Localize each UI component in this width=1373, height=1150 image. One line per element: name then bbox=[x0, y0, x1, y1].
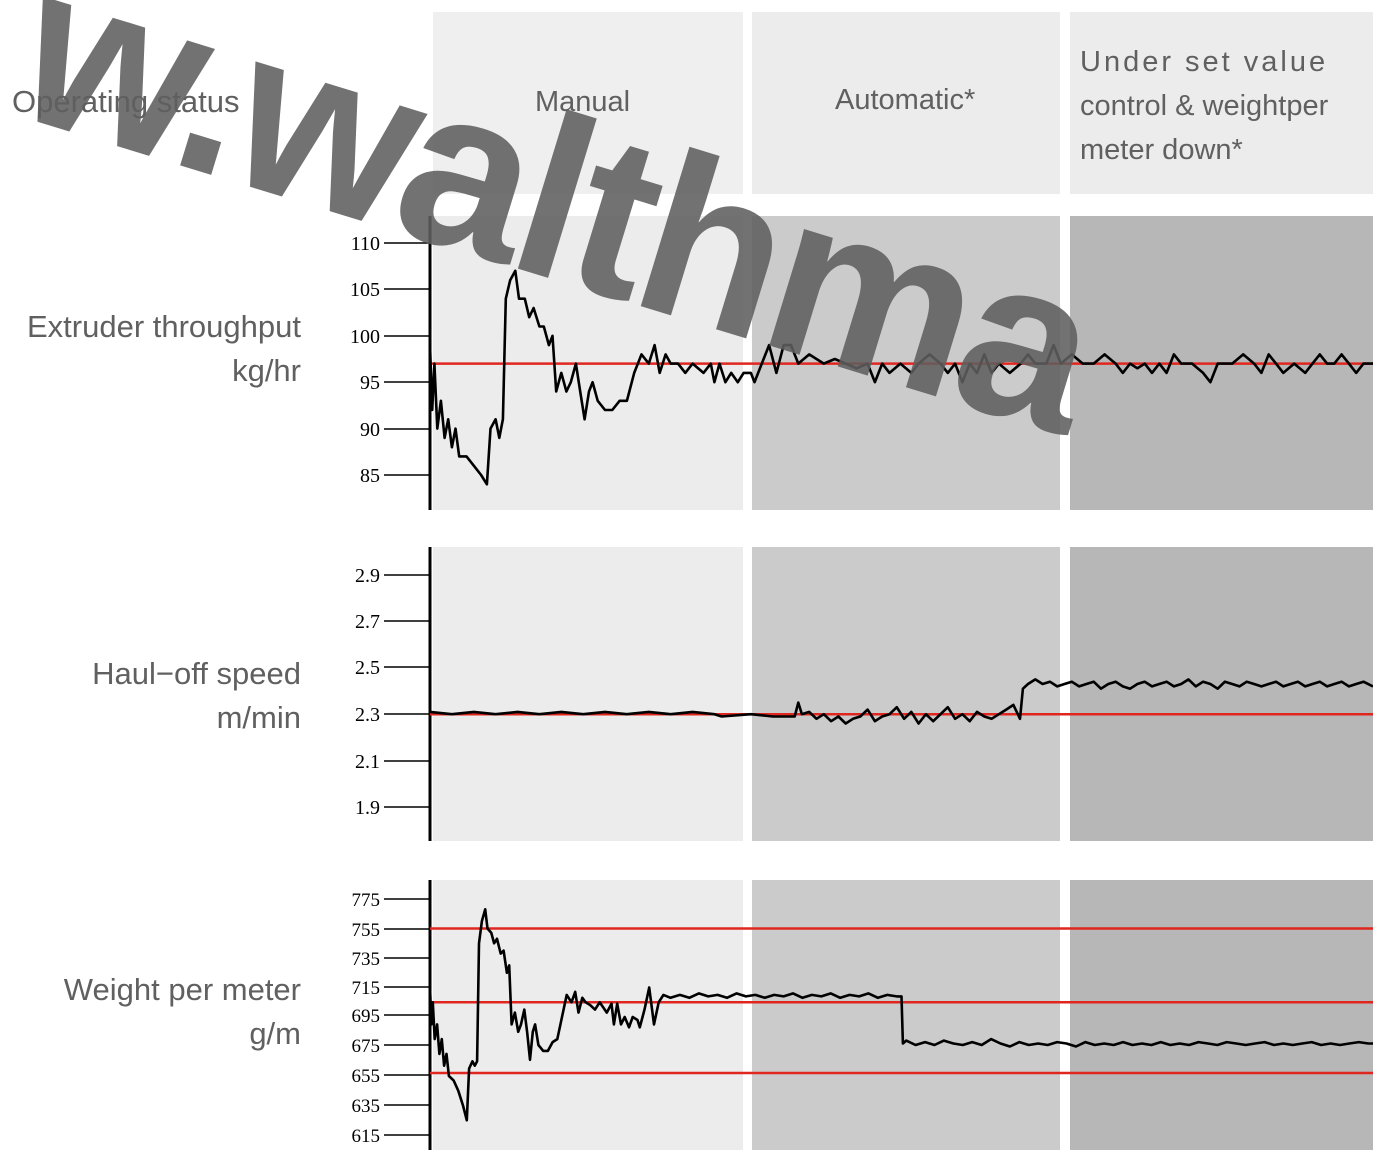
y-tick-label: 2.5 bbox=[355, 657, 380, 679]
phase-label-under-line-2: control & weightper bbox=[1080, 90, 1329, 122]
y-tick-label: 655 bbox=[352, 1066, 381, 1087]
y-tick-label: 105 bbox=[350, 279, 380, 301]
row-label-weight-per-meter: Weight per meter g/m bbox=[64, 968, 301, 1056]
y-tick-label: 635 bbox=[352, 1096, 381, 1117]
y-tick-label: 2.3 bbox=[355, 704, 380, 726]
phase-label-under-line-3: meter down* bbox=[1080, 134, 1243, 166]
y-tick-label: 110 bbox=[351, 233, 380, 255]
data-series-line bbox=[429, 678, 1373, 725]
row-label-haul-off-unit: m/min bbox=[216, 700, 301, 735]
chart-panel-weight: 775 755 735 715 695 675 655 635 615 bbox=[352, 880, 1373, 1150]
row-label-haul-off-speed: Haul−off speed m/min bbox=[92, 652, 301, 740]
header-bg-automatic bbox=[752, 12, 1060, 194]
y-tick-label: 95 bbox=[360, 372, 380, 394]
row-label-extruder-throughput: Extruder throughput kg/hr bbox=[27, 305, 301, 393]
phase-bg-under-set-value bbox=[1070, 880, 1373, 1150]
phase-bg-manual bbox=[433, 880, 743, 1150]
phase-bg-automatic bbox=[752, 880, 1060, 1150]
row-label-weight-unit: g/m bbox=[249, 1016, 301, 1051]
row-label-weight-title: Weight per meter bbox=[63, 972, 301, 1007]
phase-label-automatic: Automatic* bbox=[835, 84, 976, 116]
phase-label-under-line-1: Under set value bbox=[1080, 46, 1329, 78]
phase-bg-manual bbox=[433, 547, 743, 841]
chart-panel-extruder: 110 105 100 95 90 85 bbox=[350, 216, 1373, 510]
y-tick-label: 100 bbox=[350, 326, 380, 348]
y-tick-label: 715 bbox=[352, 978, 381, 999]
row-label-extruder-title: Extruder throughput bbox=[26, 309, 301, 344]
phase-label-under-set-value: Under set value control & weightper mete… bbox=[1080, 40, 1328, 172]
phase-label-manual: Manual bbox=[535, 86, 631, 118]
y-tick-label: 775 bbox=[352, 890, 381, 911]
header-phase-backgrounds bbox=[433, 12, 1373, 194]
y-tick-label: 85 bbox=[360, 465, 380, 487]
y-tick-label: 1.9 bbox=[355, 797, 380, 819]
y-tick-label: 675 bbox=[352, 1036, 381, 1057]
y-tick-label: 755 bbox=[352, 920, 381, 941]
phase-bg-automatic bbox=[752, 547, 1060, 841]
y-tick-label: 2.7 bbox=[355, 611, 380, 633]
operating-status-label: Operating status bbox=[12, 84, 240, 119]
header-bg-manual bbox=[433, 12, 743, 194]
y-tick-label: 2.1 bbox=[355, 751, 380, 773]
y-tick-label: 2.9 bbox=[355, 565, 380, 587]
y-tick-label: 90 bbox=[360, 419, 380, 441]
header-bg-under-set-value bbox=[1070, 12, 1373, 194]
chart-panel-haul-off: 2.9 2.7 2.5 2.3 2.1 1.9 bbox=[355, 547, 1373, 841]
y-tick-label: 735 bbox=[352, 949, 381, 970]
row-label-extruder-unit: kg/hr bbox=[232, 353, 301, 388]
y-tick-label: 695 bbox=[352, 1006, 381, 1027]
data-series-line bbox=[428, 907, 1373, 1122]
y-tick-label: 615 bbox=[352, 1126, 381, 1147]
chart-panels: 1101051009590852.92.72.52.32.11.97757557… bbox=[350, 216, 1373, 1150]
phase-bg-under-set-value bbox=[1070, 547, 1373, 841]
row-label-haul-off-title: Haul−off speed bbox=[92, 656, 301, 691]
data-series-line bbox=[428, 269, 1373, 486]
